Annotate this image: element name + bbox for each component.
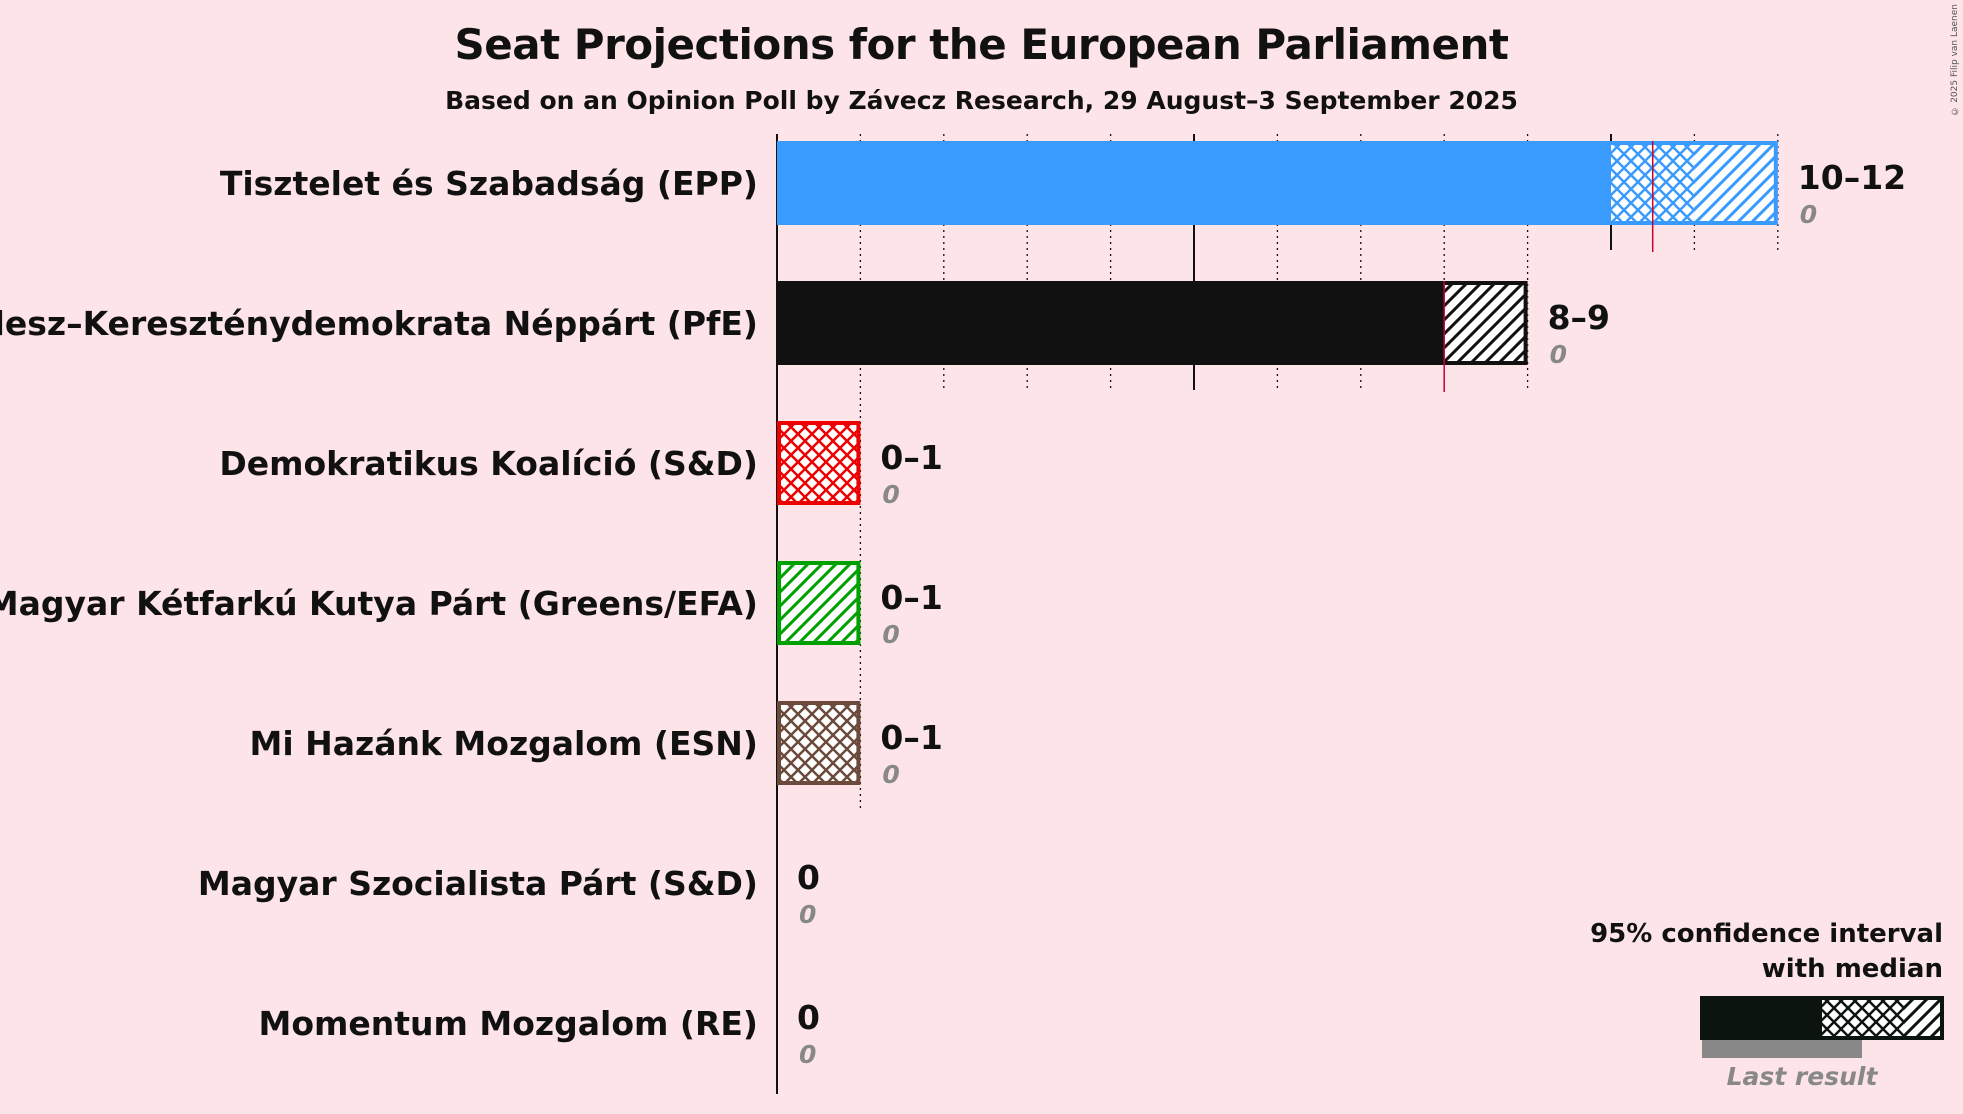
bar-outline: [777, 421, 861, 505]
last-result-label: 0: [799, 900, 816, 929]
legend-median-interval: [1822, 996, 1904, 1040]
legend-line-1: 95% confidence interval: [1590, 919, 1943, 949]
bar-upper-interval: [1444, 281, 1528, 365]
last-result-label: 0: [799, 1040, 816, 1069]
bar-interval: [777, 421, 861, 505]
legend-swatch: [1700, 996, 1944, 1058]
bar-outline: [777, 701, 861, 785]
bar-outline: [777, 281, 1528, 365]
party-label: Magyar Szocialista Párt (S&D): [198, 864, 758, 903]
party-label: Magyar Kétfarkú Kutya Párt (Greens/EFA): [0, 584, 758, 623]
last-result-label: 0: [882, 760, 899, 789]
chart-title: Seat Projections for the European Parlia…: [454, 20, 1509, 69]
legend-line-2: with median: [1762, 954, 1943, 984]
party-label: Mi Hazánk Mozgalom (ESN): [250, 724, 759, 763]
labels: Tisztelet és Szabadság (EPP) 10–12 0 Fidesz…: [0, 158, 1906, 1069]
last-result-label: 0: [1800, 200, 1817, 229]
party-label: Demokratikus Koalíció (S&D): [219, 444, 758, 483]
range-label: 8–9: [1548, 298, 1610, 337]
legend: 95% confidence interval with median Last…: [1590, 919, 1944, 1091]
range-label: 0: [797, 998, 820, 1037]
bar-upper-interval: [1694, 141, 1778, 225]
range-label: 0–1: [880, 718, 942, 757]
bar-interval: [777, 701, 861, 785]
legend-outline: [1700, 996, 1944, 1040]
bar-outline: [777, 141, 1778, 225]
legend-upper-interval: [1904, 996, 1944, 1040]
bar-interval: [777, 561, 861, 645]
legend-last-result: Last result: [1727, 1062, 1879, 1091]
bar-solid: [777, 141, 1611, 225]
bar-outline: [777, 561, 861, 645]
bar-solid: [777, 281, 1445, 365]
range-label: 0–1: [880, 578, 942, 617]
last-result-label: 0: [882, 480, 899, 509]
range-label: 10–12: [1798, 158, 1906, 197]
bars: [777, 141, 1778, 785]
party-label: Momentum Mozgalom (RE): [259, 1004, 759, 1043]
last-result-label: 0: [1550, 340, 1567, 369]
party-label: Tisztelet és Szabadság (EPP): [220, 164, 758, 203]
range-label: 0: [797, 858, 820, 897]
legend-solid: [1700, 996, 1822, 1040]
last-result-label: 0: [882, 620, 899, 649]
range-label: 0–1: [880, 438, 942, 477]
chart-subtitle: Based on an Opinion Poll by Závecz Resea…: [445, 86, 1518, 115]
party-label: Fidesz–Kereszténydemokrata Néppárt (PfE): [0, 304, 758, 343]
